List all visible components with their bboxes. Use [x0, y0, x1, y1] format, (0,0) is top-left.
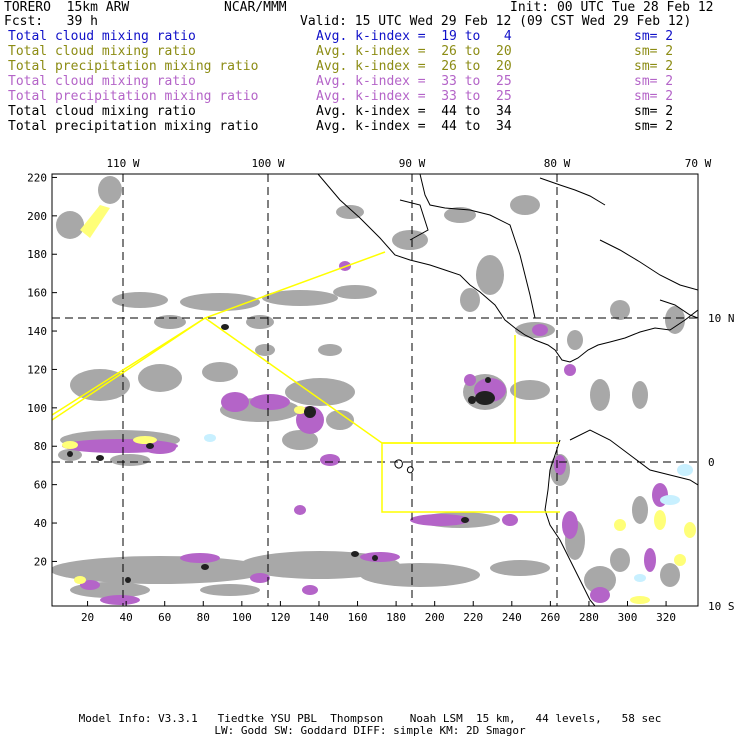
- legend-smoothing: sm= 2: [634, 104, 674, 119]
- cloud-light-areas: [52, 176, 685, 598]
- x-axis-ticks: 20 40 60 80 100 120 140 160 180 200 220 240 260 280 30…: [81, 601, 676, 624]
- y-tick-label: 220: [27, 171, 47, 184]
- legend-smoothing: sm= 2: [634, 119, 674, 134]
- legend-field-name: Total cloud mixing ratio: [8, 104, 196, 119]
- init-time: Init: 00 UTC Tue 28 Feb 12: [510, 0, 714, 15]
- y-tick-label: 200: [27, 210, 47, 223]
- legend-index-range: Avg. k-index = 19 to 4: [316, 29, 512, 44]
- legend-smoothing: sm= 2: [634, 59, 674, 74]
- legend-field-name: Total cloud mixing ratio: [8, 44, 196, 59]
- cyan-areas: [204, 434, 693, 582]
- longitude-label: 80 W: [544, 157, 571, 170]
- legend-smoothing: sm= 2: [634, 29, 674, 44]
- y-tick-label: 180: [27, 248, 47, 261]
- y-tick-label: 100: [27, 402, 47, 415]
- x-tick-label: 80: [197, 611, 210, 624]
- x-tick-label: 140: [309, 611, 329, 624]
- center-label: NCAR/MMM: [224, 0, 287, 15]
- x-tick-label: 200: [425, 611, 445, 624]
- legend-smoothing: sm= 2: [634, 89, 674, 104]
- y-tick-label: 140: [27, 325, 47, 338]
- longitude-label: 100 W: [251, 157, 284, 170]
- x-tick-label: 60: [158, 611, 171, 624]
- legend-index-range: Avg. k-index = 26 to 20: [316, 44, 512, 59]
- y-tick-label: 40: [34, 517, 47, 530]
- x-tick-label: 40: [120, 611, 133, 624]
- forecast-hour: Fcst: 39 h: [4, 14, 98, 29]
- legend-field-name: Total cloud mixing ratio: [8, 74, 196, 89]
- legend-index-range: Avg. k-index = 44 to 34: [316, 104, 512, 119]
- longitude-labels: 110 W 100 W 90 W 80 W 70 W: [106, 157, 711, 170]
- longitude-label: 70 W: [685, 157, 712, 170]
- x-tick-label: 180: [386, 611, 406, 624]
- x-tick-label: 320: [656, 611, 676, 624]
- yellow-areas: [62, 205, 696, 604]
- legend-field-name: Total precipitation mixing ratio: [8, 89, 259, 104]
- x-tick-label: 160: [348, 611, 368, 624]
- latitude-label: 10 S: [708, 600, 735, 613]
- legend-field-name: Total precipitation mixing ratio: [8, 119, 259, 134]
- y-axis-ticks: 220 200 180 160 140 120 100 80 60 40 20: [27, 171, 57, 568]
- model-info-line1: Model Info: V3.3.1 Tiedtke YSU PBL Thomp…: [78, 712, 662, 725]
- y-tick-label: 60: [34, 479, 47, 492]
- x-tick-label: 100: [232, 611, 252, 624]
- latitude-label: 0: [708, 456, 715, 469]
- y-tick-label: 20: [34, 555, 47, 568]
- legend-index-range: Avg. k-index = 33 to 25: [316, 89, 512, 104]
- legend-index-range: Avg. k-index = 44 to 34: [316, 119, 512, 134]
- cloud-field-layer: [52, 176, 696, 605]
- legend-index-range: Avg. k-index = 26 to 20: [316, 59, 512, 74]
- latitude-label: 10 N: [708, 312, 735, 325]
- domain-boundaries: [52, 251, 560, 513]
- coastlines: [317, 174, 698, 606]
- cloud-dark-cores: [67, 324, 495, 583]
- legend-index-range: Avg. k-index = 33 to 25: [316, 74, 512, 89]
- plot-frame: [51, 173, 699, 607]
- legend-field-name: Total cloud mixing ratio: [8, 29, 196, 44]
- y-tick-label: 120: [27, 363, 47, 376]
- longitude-label: 90 W: [399, 157, 426, 170]
- x-tick-label: 240: [502, 611, 522, 624]
- valid-time: Valid: 15 UTC Wed 29 Feb 12 (09 CST Wed …: [300, 14, 692, 29]
- model-info-line2: LW: Godd SW: Goddard DIFF: simple KM: 2D…: [214, 724, 526, 737]
- longitude-label: 110 W: [106, 157, 139, 170]
- y-tick-label: 160: [27, 287, 47, 300]
- legend-field-name: Total precipitation mixing ratio: [8, 59, 259, 74]
- model-title: TORERO 15km ARW: [4, 0, 130, 15]
- latitude-labels: 10 N 0 10 S: [708, 312, 735, 613]
- legend-smoothing: sm= 2: [634, 44, 674, 59]
- x-tick-label: 220: [463, 611, 483, 624]
- x-tick-label: 260: [540, 611, 560, 624]
- x-tick-label: 120: [270, 611, 290, 624]
- x-tick-label: 300: [618, 611, 638, 624]
- legend-smoothing: sm= 2: [634, 74, 674, 89]
- y-tick-label: 80: [34, 440, 47, 453]
- x-tick-label: 20: [81, 611, 94, 624]
- x-tick-label: 280: [579, 611, 599, 624]
- latlon-grid: [52, 174, 698, 606]
